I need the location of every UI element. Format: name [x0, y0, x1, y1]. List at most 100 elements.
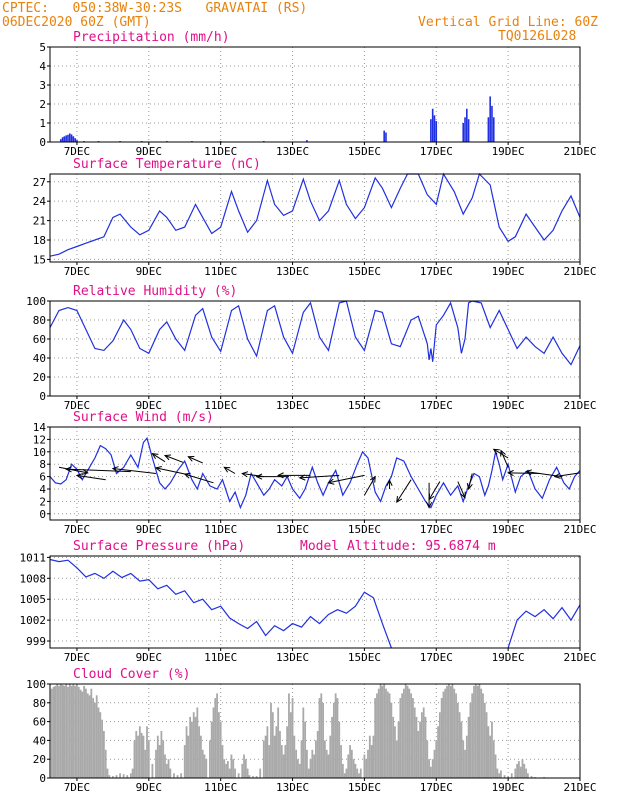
cloud-cover-bar: [471, 693, 474, 778]
cloud-cover-bar: [216, 693, 218, 778]
temperature-frame: [49, 173, 581, 263]
cloud-cover-bar: [527, 773, 529, 778]
cloud-cover-bar: [492, 740, 495, 778]
cloud-cover-bar: [63, 685, 66, 778]
cloud-cover-bar: [507, 776, 510, 778]
precipitation-x-tick-label: 17DEC: [420, 145, 453, 158]
cloud-cover-bar: [403, 688, 405, 778]
cloud-cover-bar: [320, 693, 323, 778]
cloud-cover-bar: [356, 768, 359, 778]
cloud-cover-bar: [268, 745, 271, 778]
cloud-cover-title: Cloud Cover (%): [73, 667, 190, 682]
precipitation-bar: [61, 137, 64, 142]
precipitation-bar: [74, 138, 76, 142]
cloud-cover-bar: [446, 685, 448, 778]
cloud-cover-y-tick-label: 40: [33, 734, 46, 747]
cloud-cover-bar: [194, 716, 197, 778]
cloud-cover-bar: [237, 773, 240, 778]
cloud-cover-bar: [147, 740, 150, 778]
cloud-cover-bar: [67, 686, 69, 778]
wind-arrow-head: [500, 449, 506, 457]
cloud-cover-bar: [433, 749, 436, 778]
humidity-x-tick-label: 15DEC: [348, 399, 381, 412]
temperature-x-tick-label: 7DEC: [64, 265, 91, 278]
wind-arrow-head: [369, 475, 376, 483]
cloud-cover-bar: [368, 735, 371, 778]
temperature-x-tick-label: 11DEC: [204, 265, 237, 278]
cloud-cover-bar: [259, 768, 262, 778]
cloud-cover-bar: [225, 763, 227, 778]
pressure-y-tick-label: 1011: [20, 551, 47, 564]
cloud-cover-bar: [410, 693, 413, 778]
cloud-cover-bar: [428, 759, 430, 778]
cloud-cover-bar: [315, 740, 317, 778]
cloud-cover-bar: [385, 688, 387, 778]
cloud-cover-bar: [219, 721, 222, 778]
wind-title: Surface Wind (m/s): [73, 410, 214, 425]
wind-arrow: [328, 474, 365, 484]
wind-arrow: [224, 466, 236, 474]
temperature-y-tick-label: 18: [33, 234, 46, 247]
pressure-x-tick-label: 15DEC: [348, 651, 381, 664]
precipitation-y-tick-label: 2: [39, 98, 46, 111]
precipitation-bar: [70, 134, 73, 142]
cloud-cover-x-tick-label: 9DEC: [136, 781, 163, 794]
cloud-cover-bar: [322, 702, 324, 778]
wind-arrow-head: [75, 473, 83, 480]
cloud-cover-bar: [200, 735, 202, 778]
cloud-cover-bar: [158, 745, 161, 778]
cloud-cover-bar: [160, 731, 163, 778]
cloud-cover-bar: [85, 688, 87, 778]
wind-arrow: [508, 472, 541, 474]
cloud-cover-bar: [415, 716, 418, 778]
cloud-cover-bar: [65, 684, 68, 778]
cloud-cover-bar: [198, 726, 201, 778]
header-line1-left: CPTEC: 050:38W-30:23S GRAVATAI (RS): [2, 1, 308, 16]
humidity-x-tick-label: 21DEC: [563, 399, 596, 412]
cloud-cover-bar: [214, 698, 217, 778]
wind-arrow: [554, 472, 581, 478]
cloud-cover-bar: [289, 712, 292, 778]
precipitation-x-tick-label: 9DEC: [136, 145, 163, 158]
cloud-cover-bar: [521, 759, 524, 778]
precipitation-y-tick-label: 0: [39, 136, 46, 149]
cloud-cover-bar: [252, 776, 254, 778]
cloud-cover-bar: [155, 749, 157, 778]
cloud-cover-bar: [442, 691, 445, 778]
wind-arrow: [58, 466, 88, 474]
wind-y-tick-label: 8: [39, 458, 46, 471]
cloud-cover-bar: [297, 759, 299, 778]
cloud-cover-bar: [503, 775, 506, 778]
humidity-x-tick-label: 13DEC: [276, 399, 309, 412]
wind-arrow: [299, 474, 340, 479]
cloud-cover-x-tick-label: 19DEC: [492, 781, 525, 794]
cloud-cover-bar: [264, 735, 267, 778]
precipitation-bar: [72, 136, 75, 142]
cloud-cover-bar: [191, 721, 193, 778]
cloud-cover-bar: [288, 693, 290, 778]
cloud-cover-bar: [307, 768, 310, 778]
cloud-cover-x-tick-label: 11DEC: [204, 781, 237, 794]
wind-y-tick-label: 12: [33, 433, 46, 446]
cloud-cover-bar: [494, 754, 497, 778]
precipitation-bar: [67, 134, 69, 142]
cloud-cover-bar: [431, 759, 434, 778]
cloud-cover-bar: [291, 698, 294, 778]
cloud-cover-bar: [104, 749, 107, 778]
cloud-cover-bar: [523, 763, 526, 778]
precipitation-bar: [464, 117, 466, 142]
cloud-cover-bar: [230, 754, 233, 778]
precipitation-bar: [489, 96, 491, 142]
pressure-x-tick-label: 11DEC: [204, 651, 237, 664]
humidity-y-tick-label: 0: [39, 390, 46, 403]
cloud-cover-bar: [426, 740, 429, 778]
humidity-y-tick-label: 60: [33, 333, 46, 346]
wind-arrow-head: [524, 469, 532, 476]
cloud-cover-bar: [377, 688, 380, 778]
wind-arrow: [428, 481, 441, 500]
cloud-cover-bar: [489, 735, 492, 778]
cloud-cover-bar: [50, 688, 53, 778]
temperature-y-tick-label: 21: [33, 215, 46, 228]
wind-series-line: [49, 436, 581, 510]
wind-arrow-head: [151, 453, 159, 460]
